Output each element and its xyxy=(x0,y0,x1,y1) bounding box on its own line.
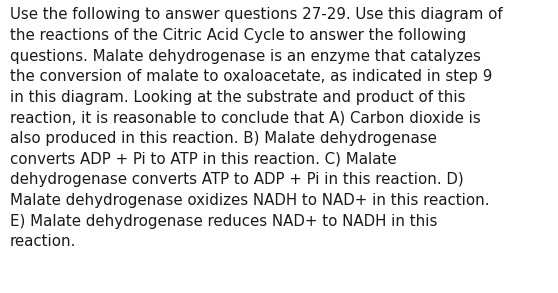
Text: Use the following to answer questions 27-29. Use this diagram of
the reactions o: Use the following to answer questions 27… xyxy=(10,7,503,249)
